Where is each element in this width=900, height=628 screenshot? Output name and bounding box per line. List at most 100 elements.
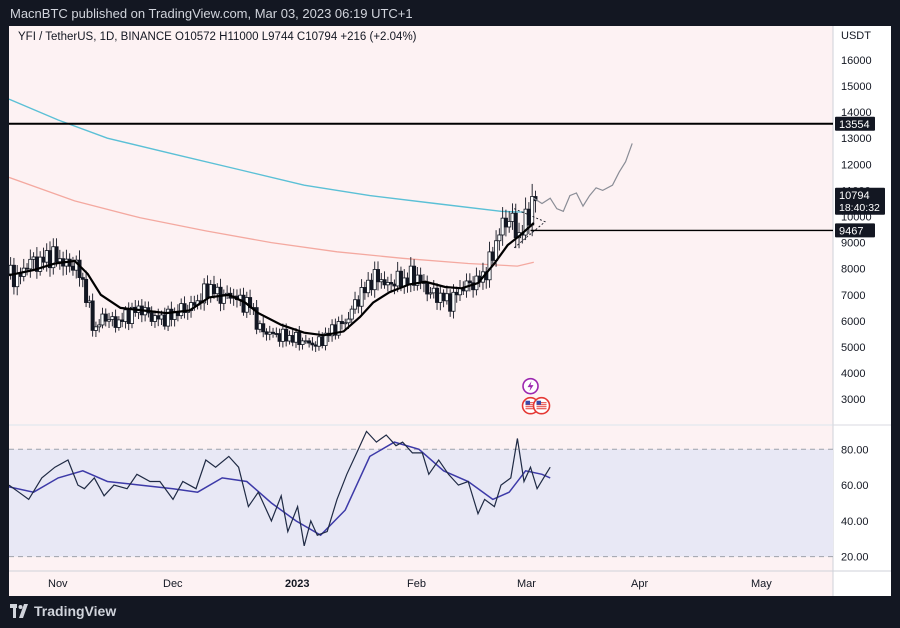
candle-down [418, 274, 423, 282]
candle-up [300, 340, 305, 345]
candle-down [448, 293, 453, 312]
tradingview-icon [10, 604, 28, 618]
candle-up [530, 196, 535, 226]
candle-down [454, 291, 459, 296]
candle-down [277, 333, 282, 342]
candle-up [359, 287, 364, 307]
candle-down [362, 287, 367, 294]
candle-down [490, 251, 495, 261]
candle-up [130, 306, 135, 324]
candle-down [405, 277, 410, 285]
candle-down [254, 307, 259, 330]
candle-up [494, 240, 499, 261]
candle-down [156, 315, 161, 320]
candle-up [497, 234, 502, 242]
candle-up [100, 313, 105, 326]
currency-label: USDT [841, 30, 871, 42]
candle-down [398, 270, 403, 288]
candle-up [8, 264, 13, 275]
candle-up [303, 340, 308, 343]
candle-down [356, 299, 361, 307]
time-tick-label: Apr [631, 578, 648, 590]
candle-up [110, 316, 115, 320]
symbol-title: YFI / TetherUS, 1D, BINANCE [18, 31, 172, 43]
candle-down [126, 309, 131, 324]
candle-down [113, 316, 118, 328]
candle-up [372, 269, 377, 291]
candle-down [290, 335, 295, 343]
candle-up [293, 331, 298, 343]
candle-up [28, 258, 33, 270]
tradingview-brand: TradingView [34, 603, 117, 619]
candle-down [70, 265, 75, 271]
last-price-badge [835, 187, 885, 215]
candle-up [395, 270, 400, 287]
candle-down [41, 256, 46, 263]
symbol-legend: YFI / TetherUS, 1D, BINANCE O10572 H1100… [18, 31, 417, 43]
price-tick-label: 6000 [841, 316, 865, 328]
ohlc-values: O10572 H11000 L9744 C10794 +216 (+2.04%) [175, 31, 417, 43]
candle-down [25, 267, 30, 270]
candle-up [379, 279, 384, 283]
candle-up [323, 332, 328, 346]
candle-down [241, 294, 246, 313]
candle-down [182, 303, 187, 313]
price-tick-label: 9000 [841, 238, 865, 250]
candle-up [343, 322, 348, 325]
price-tick-label: 12000 [841, 159, 872, 171]
price-tick-label: 13000 [841, 133, 872, 145]
candle-up [346, 318, 351, 324]
candle-down [503, 217, 508, 228]
candle-up [38, 256, 43, 272]
candle-down [284, 328, 289, 342]
candle-up [349, 308, 354, 320]
candle-down [264, 331, 269, 335]
candle-down [425, 283, 430, 295]
rsi-tick-label: 20.00 [841, 552, 869, 564]
price-chart[interactable]: 3000400050006000700080009000100001100012… [8, 26, 891, 596]
candle-up [267, 331, 272, 335]
candle-down [11, 264, 16, 288]
chart-panel: 3000400050006000700080009000100001100012… [8, 26, 891, 596]
price-tick-label: 3000 [841, 394, 865, 406]
price-tick-label: 16000 [841, 55, 872, 67]
price-tick-label: 7000 [841, 290, 865, 302]
time-tick-label: 2023 [285, 578, 309, 590]
candle-down [375, 269, 380, 283]
time-tick-label: Dec [163, 578, 183, 590]
candle-down [441, 292, 446, 302]
price-tick-label: 14000 [841, 107, 872, 119]
candle-down [80, 277, 85, 280]
countdown-label: 18:40:32 [839, 202, 880, 214]
candle-up [428, 292, 433, 295]
candle-up [431, 287, 436, 294]
candle-down [369, 279, 374, 291]
candle-up [408, 265, 413, 285]
time-tick-label: Mar [517, 578, 536, 590]
ma-mid-line [8, 98, 534, 214]
level-label-bg [835, 116, 875, 131]
candle-up [31, 256, 36, 260]
lightning-icon [522, 377, 539, 395]
rsi-band [9, 449, 833, 557]
candle-down [120, 319, 125, 322]
candle-down [149, 312, 154, 322]
candle-up [215, 286, 220, 295]
candle-up [510, 212, 515, 222]
tradingview-logo[interactable]: TradingView [10, 603, 116, 619]
candle-down [77, 259, 82, 278]
time-tick-label: Nov [48, 578, 68, 590]
candle-up [366, 279, 371, 294]
candle-up [159, 314, 164, 320]
candle-up [152, 315, 157, 322]
candle-down [211, 284, 216, 295]
candle-down [526, 208, 531, 226]
candle-up [507, 221, 512, 228]
publisher-header: MacnBTC published on TradingView.com, Ma… [10, 6, 413, 21]
price-tick-label: 5000 [841, 342, 865, 354]
candle-up [208, 284, 213, 298]
rsi-tick-label: 60.00 [841, 480, 869, 492]
level-label: 9467 [839, 225, 863, 237]
candle-down [307, 340, 312, 344]
candle-up [500, 217, 505, 236]
